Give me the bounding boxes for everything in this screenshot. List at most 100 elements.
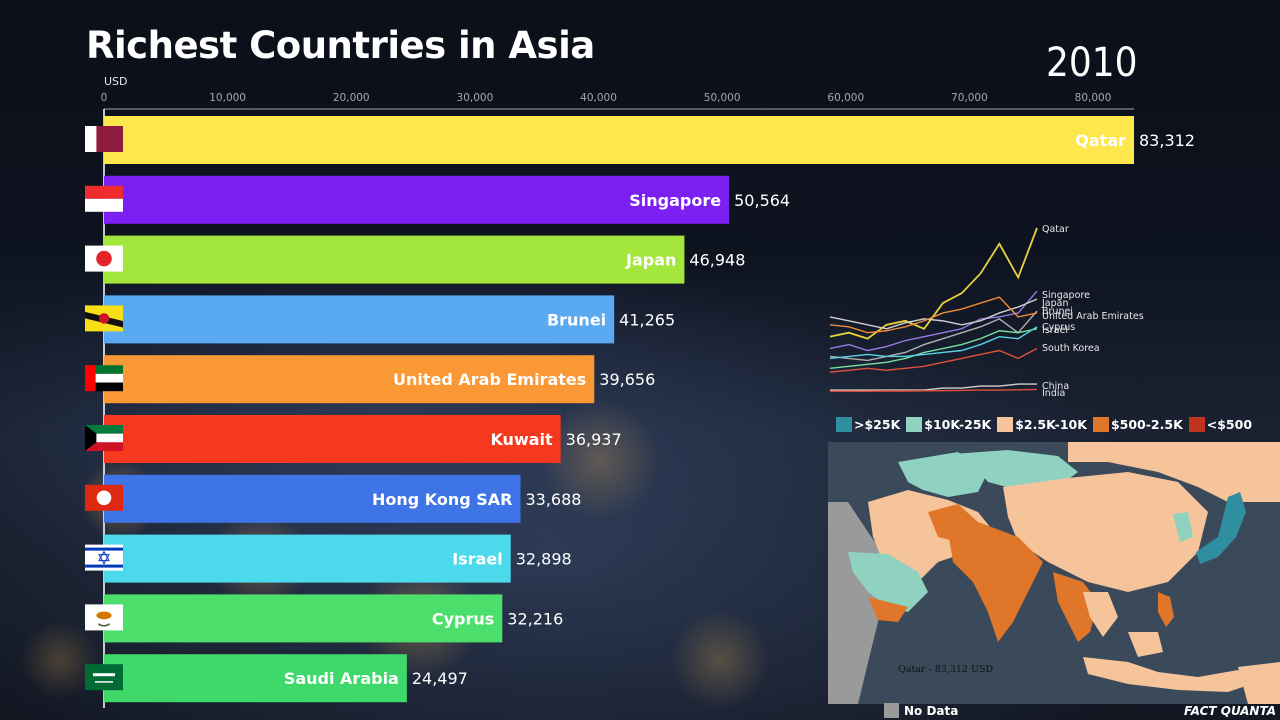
value-label: 36,937 (566, 430, 622, 449)
line-series (830, 388, 1038, 392)
cyprus-flag-icon (85, 604, 123, 631)
legend-swatch (1188, 417, 1205, 432)
no-data-legend: No Data (884, 703, 958, 718)
x-tick-label: 40,000 (580, 92, 617, 104)
series-label: Brunei (1042, 306, 1073, 317)
brunei-flag-icon (85, 305, 123, 332)
value-label: 24,497 (412, 669, 468, 688)
bar-label: Hong Kong SAR (372, 490, 513, 509)
map-region-papua (1238, 662, 1280, 704)
line-series (829, 347, 1038, 373)
x-tick-label: 60,000 (827, 92, 864, 104)
x-tick-label: 70,000 (951, 92, 988, 104)
asia-map-shapes (828, 442, 1280, 704)
no-data-label: No Data (904, 703, 959, 718)
line-series (830, 383, 1037, 391)
x-tick-label: 20,000 (333, 92, 370, 104)
bar-label: Israel (452, 550, 503, 569)
bar-label: United Arab Emirates (393, 370, 586, 389)
saudi-flag-icon (85, 664, 123, 691)
bar-label: Saudi Arabia (284, 669, 399, 688)
uae-flag-icon (85, 365, 123, 392)
bar-label: Kuwait (490, 430, 553, 449)
bar-label: Brunei (547, 310, 606, 329)
map-region-indonesia (1083, 657, 1258, 692)
map-caption: Qatar - 83,312 USD (898, 664, 994, 675)
map-region-russia (898, 452, 988, 497)
bar-singapore (104, 175, 730, 224)
legend-label: $10K-25K (924, 417, 992, 432)
map-region-arabian-peninsula (848, 552, 928, 612)
value-label: 39,656 (599, 370, 655, 389)
kuwait-flag-icon (85, 425, 123, 451)
brand-watermark: FACT QUANTA (1184, 704, 1277, 718)
legend-swatch (997, 417, 1014, 432)
series-label: Japan (1041, 298, 1069, 309)
bar-hongkong (104, 474, 521, 523)
bar-label: Cyprus (432, 609, 494, 628)
value-label: 32,216 (507, 609, 563, 628)
series-label: Singapore (1042, 290, 1090, 301)
value-label: 32,898 (516, 550, 572, 569)
x-tick-label: 80,000 (1075, 92, 1112, 104)
israel-flag-icon (85, 544, 123, 571)
x-tick-label: 30,000 (457, 92, 494, 104)
bar-label: Japan (625, 251, 676, 270)
x-tick-label: 0 (101, 92, 108, 104)
bar-saudi (104, 654, 407, 703)
legend-label: >$25K (854, 417, 901, 432)
line-series (829, 227, 1038, 340)
line-series (829, 328, 1038, 369)
map-region-southeast-asia (1053, 572, 1098, 642)
line-series (829, 326, 1038, 360)
bar-cyprus (104, 594, 503, 643)
legend-item: >$25K (836, 417, 900, 432)
map-region-china (1003, 472, 1208, 592)
map-region-yemen (868, 597, 908, 622)
series-label: South Korea (1042, 343, 1100, 354)
axis-unit-label: USD (104, 75, 128, 88)
value-label: 83,312 (1139, 131, 1195, 150)
japan-flag-icon (85, 245, 123, 272)
value-label: 50,564 (734, 191, 790, 210)
legend-item: $500-2.5K (1092, 417, 1183, 432)
series-label: China (1042, 381, 1069, 392)
asia-map: Qatar - 83,312 USD (828, 442, 1280, 704)
legend-swatch (836, 417, 852, 432)
map-legend: >$25K $10K-25K $2.5K-10K $500-2.5K <$500 (836, 417, 1252, 432)
legend-swatch (1092, 417, 1109, 432)
map-region-pakistan (928, 504, 978, 542)
qatar-flag-icon (85, 126, 123, 152)
series-label: Israel (1042, 325, 1068, 336)
bar-uae (104, 355, 595, 404)
page-title: Richest Countries in Asia (86, 24, 595, 67)
bar-qatar (104, 116, 1134, 164)
map-region-korea (1173, 512, 1193, 542)
legend-label: <$500 (1206, 417, 1253, 432)
year-label: 2010 (1046, 40, 1138, 86)
value-label: 41,265 (619, 310, 675, 329)
bar-israel (104, 534, 511, 583)
no-data-swatch (884, 703, 899, 718)
map-region-borneo (1128, 632, 1163, 657)
x-tick-label: 50,000 (704, 92, 741, 104)
legend-item: $2.5K-10K (997, 417, 1087, 432)
map-region-far-east (1068, 442, 1280, 502)
map-region-japan (1196, 492, 1246, 564)
series-label: Cyprus (1042, 322, 1075, 333)
legend-swatch (906, 417, 923, 432)
value-label: 33,688 (525, 490, 581, 509)
line-series (829, 310, 1038, 362)
bar-label: Singapore (629, 191, 721, 210)
map-region-central-asia (953, 450, 1078, 490)
legend-label: $500-2.5K (1110, 417, 1183, 432)
legend-item: <$500 (1188, 417, 1253, 432)
line-series (829, 298, 1038, 330)
map-region-south-asia (948, 522, 1043, 642)
bar-kuwait (104, 415, 561, 463)
value-label: 46,948 (689, 251, 745, 270)
map-region-africa (828, 502, 888, 704)
hongkong-flag-icon (85, 484, 123, 511)
bar-japan (104, 235, 685, 284)
